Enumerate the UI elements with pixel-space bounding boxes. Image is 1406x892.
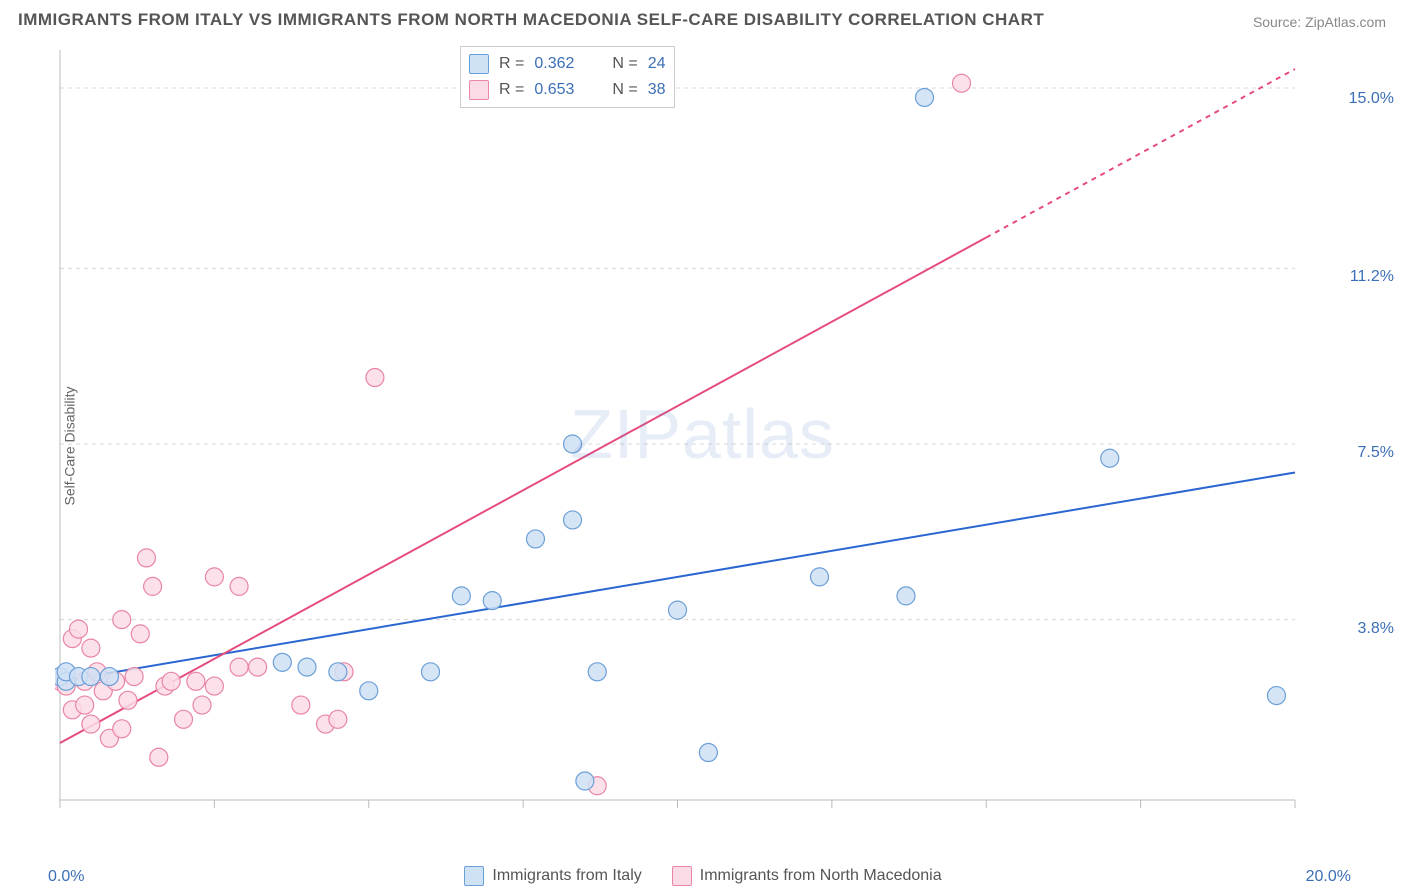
correlation-legend: R = 0.362 N = 24 R = 0.653 N = 38 <box>460 46 675 108</box>
y-tick-label: 15.0% <box>1349 90 1394 108</box>
swatch-italy <box>469 54 489 74</box>
legend-n-value: 38 <box>648 81 666 99</box>
swatch-macedonia <box>469 80 489 100</box>
legend-row-italy: R = 0.362 N = 24 <box>469 51 666 77</box>
chart-title: IMMIGRANTS FROM ITALY VS IMMIGRANTS FROM… <box>18 10 1044 30</box>
swatch-italy <box>464 866 484 886</box>
legend-row-macedonia: R = 0.653 N = 38 <box>469 77 666 103</box>
series-legend: Immigrants from Italy Immigrants from No… <box>0 866 1406 886</box>
scatter-chart-svg <box>55 45 1350 830</box>
source-attribution: Source: ZipAtlas.com <box>1253 14 1386 30</box>
legend-r-value: 0.653 <box>534 81 574 99</box>
legend-n-value: 24 <box>648 55 666 73</box>
legend-r-label: R = <box>499 55 524 73</box>
legend-item-macedonia: Immigrants from North Macedonia <box>672 866 942 886</box>
legend-r-label: R = <box>499 81 524 99</box>
swatch-macedonia <box>672 866 692 886</box>
y-tick-label: 7.5% <box>1358 444 1394 462</box>
chart-plot-area: ZIPatlas <box>55 45 1350 830</box>
legend-r-value: 0.362 <box>534 55 574 73</box>
y-tick-label: 3.8% <box>1358 620 1394 638</box>
legend-label: Immigrants from North Macedonia <box>700 867 942 885</box>
legend-n-label: N = <box>612 55 637 73</box>
legend-label: Immigrants from Italy <box>492 867 641 885</box>
legend-item-italy: Immigrants from Italy <box>464 866 641 886</box>
y-tick-label: 11.2% <box>1350 268 1394 286</box>
legend-n-label: N = <box>612 81 637 99</box>
